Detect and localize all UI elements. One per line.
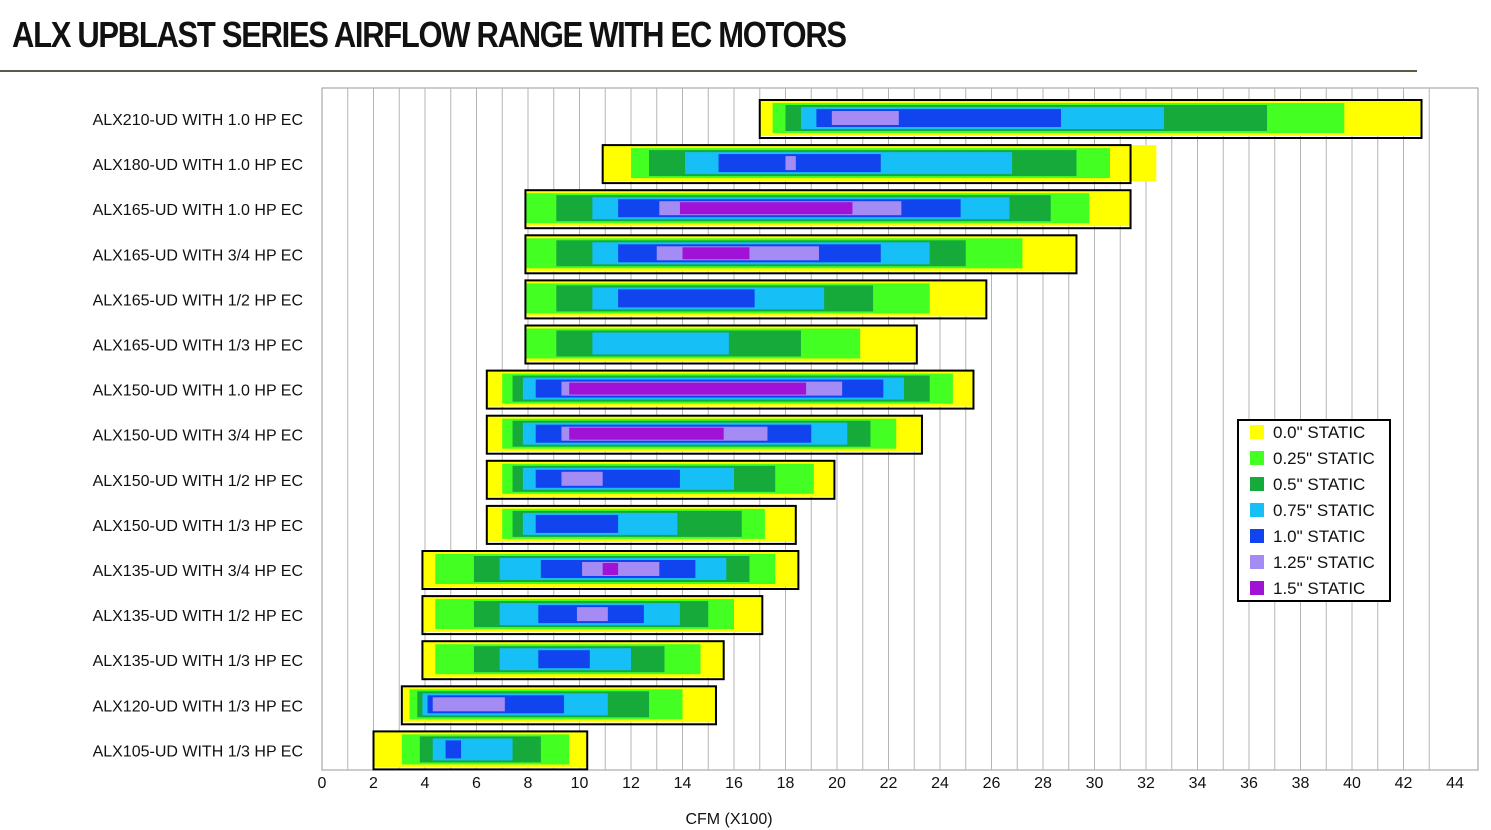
range-bar-s15 <box>569 427 724 440</box>
x-tick-label: 26 <box>983 775 1001 792</box>
legend-label-0: 0.0" STATIC <box>1273 423 1365 442</box>
row-label: ALX150-UD WITH 1.0 HP EC <box>93 383 303 400</box>
row-label: ALX165-UD WITH 3/4 HP EC <box>93 247 303 264</box>
x-tick-label: 16 <box>725 775 743 792</box>
x-tick-label: 8 <box>524 775 533 792</box>
legend-swatch-3 <box>1250 503 1264 517</box>
x-tick-label: 0 <box>318 775 327 792</box>
x-tick-label: 18 <box>777 775 795 792</box>
bar-frame <box>485 369 975 410</box>
bar-frame <box>421 640 725 681</box>
row-labels: ALX210-UD WITH 1.0 HP EC ALX180-UD WITH 1… <box>93 112 303 760</box>
row-label: ALX120-UD WITH 1/3 HP EC <box>93 698 303 715</box>
x-tick-label: 30 <box>1086 775 1104 792</box>
legend-swatch-6 <box>1250 581 1264 595</box>
legend: 0.0" STATIC 0.25" STATIC 0.5" STATIC 0.7… <box>1237 419 1391 602</box>
x-tick-label: 44 <box>1446 775 1464 792</box>
legend-swatch-1 <box>1250 451 1264 465</box>
x-axis-title: CFM (X100) <box>685 811 772 828</box>
range-bar-s15 <box>682 247 750 260</box>
row-label: ALX210-UD WITH 1.0 HP EC <box>93 112 303 129</box>
title-divider <box>0 70 1417 72</box>
range-bar-s125 <box>432 697 505 712</box>
row-label: ALX150-UD WITH 1/3 HP EC <box>93 518 303 535</box>
x-tick-label: 14 <box>674 775 692 792</box>
legend-label-4: 1.0" STATIC <box>1273 527 1365 546</box>
row-label: ALX165-UD WITH 1/2 HP EC <box>93 292 303 309</box>
bar-frame <box>485 414 923 455</box>
bars-layer <box>372 99 1423 771</box>
row-label: ALX165-UD WITH 1.0 HP EC <box>93 202 303 219</box>
range-bar-s125 <box>582 562 660 576</box>
bar-frame <box>400 685 717 726</box>
range-bar-s10 <box>538 650 590 669</box>
legend-label-3: 0.75" STATIC <box>1273 501 1375 520</box>
x-tick-label: 4 <box>421 775 430 792</box>
row-label: ALX150-UD WITH 1/2 HP EC <box>93 473 303 490</box>
bar-frame <box>524 234 1078 275</box>
range-bar-s10 <box>535 469 680 488</box>
x-tick-label: 40 <box>1343 775 1361 792</box>
legend-label-6: 1.5" STATIC <box>1273 579 1365 598</box>
x-tick-label: 32 <box>1137 775 1155 792</box>
x-tick-label: 12 <box>622 775 640 792</box>
bar-frame <box>485 504 797 545</box>
bar-frame <box>485 459 836 500</box>
bar-frame <box>421 550 800 590</box>
x-tick-label: 24 <box>931 775 949 792</box>
legend-label-1: 0.25" STATIC <box>1273 449 1375 468</box>
x-tick-label: 42 <box>1395 775 1413 792</box>
row-label: ALX135-UD WITH 1/3 HP EC <box>93 653 303 670</box>
chart-title: ALX UPBLAST SERIES AIRFLOW RANGE WITH EC… <box>12 14 847 55</box>
range-bar-s075 <box>432 738 513 761</box>
legend-swatch-4 <box>1250 529 1264 543</box>
row-label: ALX165-UD WITH 1/3 HP EC <box>93 338 303 355</box>
range-bar-s125 <box>561 471 603 486</box>
range-bar-s125 <box>785 156 796 171</box>
range-bar-s10 <box>718 154 881 173</box>
x-tick-label: 36 <box>1240 775 1258 792</box>
row-label: ALX180-UD WITH 1.0 HP EC <box>93 157 303 174</box>
row-label: ALX150-UD WITH 3/4 HP EC <box>93 428 303 445</box>
bar-frame <box>421 595 764 636</box>
legend-swatch-0 <box>1250 425 1264 439</box>
range-bar-s075 <box>592 332 729 355</box>
row-label: ALX135-UD WITH 3/4 HP EC <box>93 563 303 580</box>
x-tick-label: 2 <box>369 775 378 792</box>
x-tick-label: 28 <box>1034 775 1052 792</box>
x-tick-label: 10 <box>571 775 589 792</box>
legend-label-2: 0.5" STATIC <box>1273 475 1365 494</box>
range-bar-s15 <box>602 563 619 575</box>
range-bar-s10 <box>535 514 619 533</box>
range-bar-s15 <box>679 202 853 215</box>
bar-frame <box>758 99 1423 139</box>
x-tick-label: 22 <box>880 775 898 792</box>
range-bar-s15 <box>569 382 807 395</box>
row-label: ALX135-UD WITH 1/2 HP EC <box>93 608 303 625</box>
x-tick-label: 38 <box>1292 775 1310 792</box>
bar-frame <box>524 189 1132 230</box>
x-tick-label: 34 <box>1189 775 1207 792</box>
legend-swatch-2 <box>1250 477 1264 491</box>
bar-frame <box>601 144 1132 185</box>
x-tick-label: 20 <box>828 775 846 792</box>
bar-frame <box>524 279 988 320</box>
bar-frame <box>524 324 918 365</box>
x-tick-label: 6 <box>472 775 481 792</box>
range-bar-s10 <box>445 740 462 759</box>
legend-label-5: 1.25" STATIC <box>1273 553 1375 572</box>
x-tick-labels: 0 2 4 6 8 10 12 14 16 18 20 22 24 26 28 30 32 34 36 38 40 42 4… <box>318 775 1464 792</box>
legend-swatch-5 <box>1250 555 1264 569</box>
bar-frame <box>372 730 589 771</box>
range-bar-s10 <box>618 289 755 308</box>
range-bar-s125 <box>831 111 899 125</box>
row-label: ALX105-UD WITH 1/3 HP EC <box>93 743 303 760</box>
range-bar-s125 <box>576 607 608 622</box>
